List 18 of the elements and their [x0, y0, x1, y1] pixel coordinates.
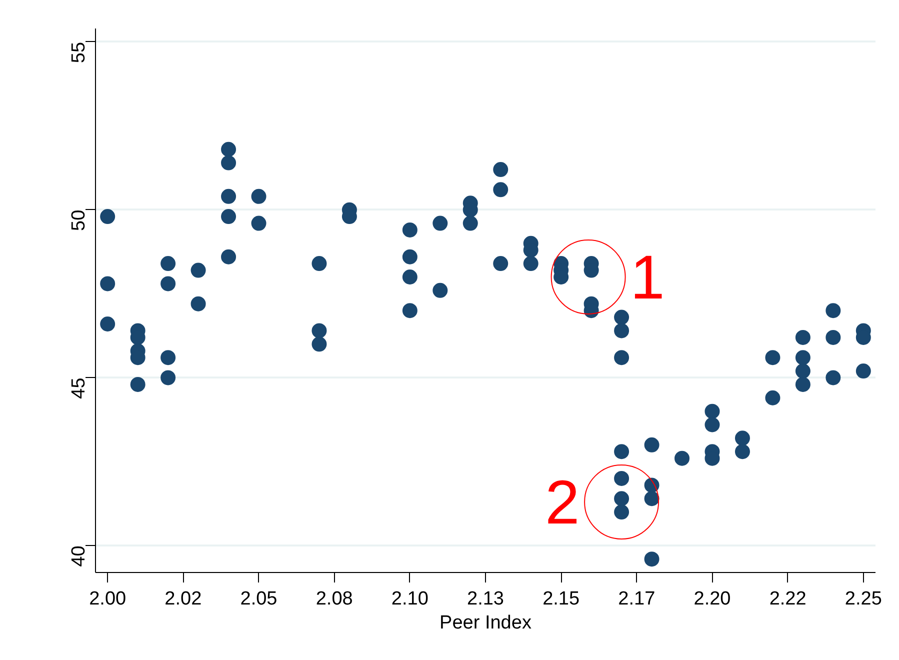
x-tick-label: 2.17 — [618, 588, 656, 610]
x-axis-title: Peer Index — [440, 612, 532, 634]
x-tick-label: 2.22 — [769, 588, 806, 610]
x-tick-label: 2.13 — [467, 588, 504, 610]
y-tick-label: 50 — [68, 210, 90, 231]
x-tick-label: 2.00 — [89, 588, 126, 610]
annotation: 1 — [630, 243, 665, 312]
x-tick-label: 2.25 — [844, 588, 882, 610]
x-tick-label: 2.02 — [164, 588, 202, 610]
y-tick-label: 45 — [68, 378, 90, 399]
annotation: 2 — [545, 468, 580, 538]
y-tick-label: 55 — [68, 42, 90, 64]
x-tick-label: 2.08 — [316, 588, 353, 610]
x-tick-label: 2.10 — [391, 588, 428, 610]
x-tick-label: 2.15 — [542, 588, 580, 610]
y-tick-label: 40 — [68, 546, 90, 567]
x-tick-label: 2.20 — [694, 588, 731, 610]
x-tick-label: 2.05 — [240, 588, 278, 610]
